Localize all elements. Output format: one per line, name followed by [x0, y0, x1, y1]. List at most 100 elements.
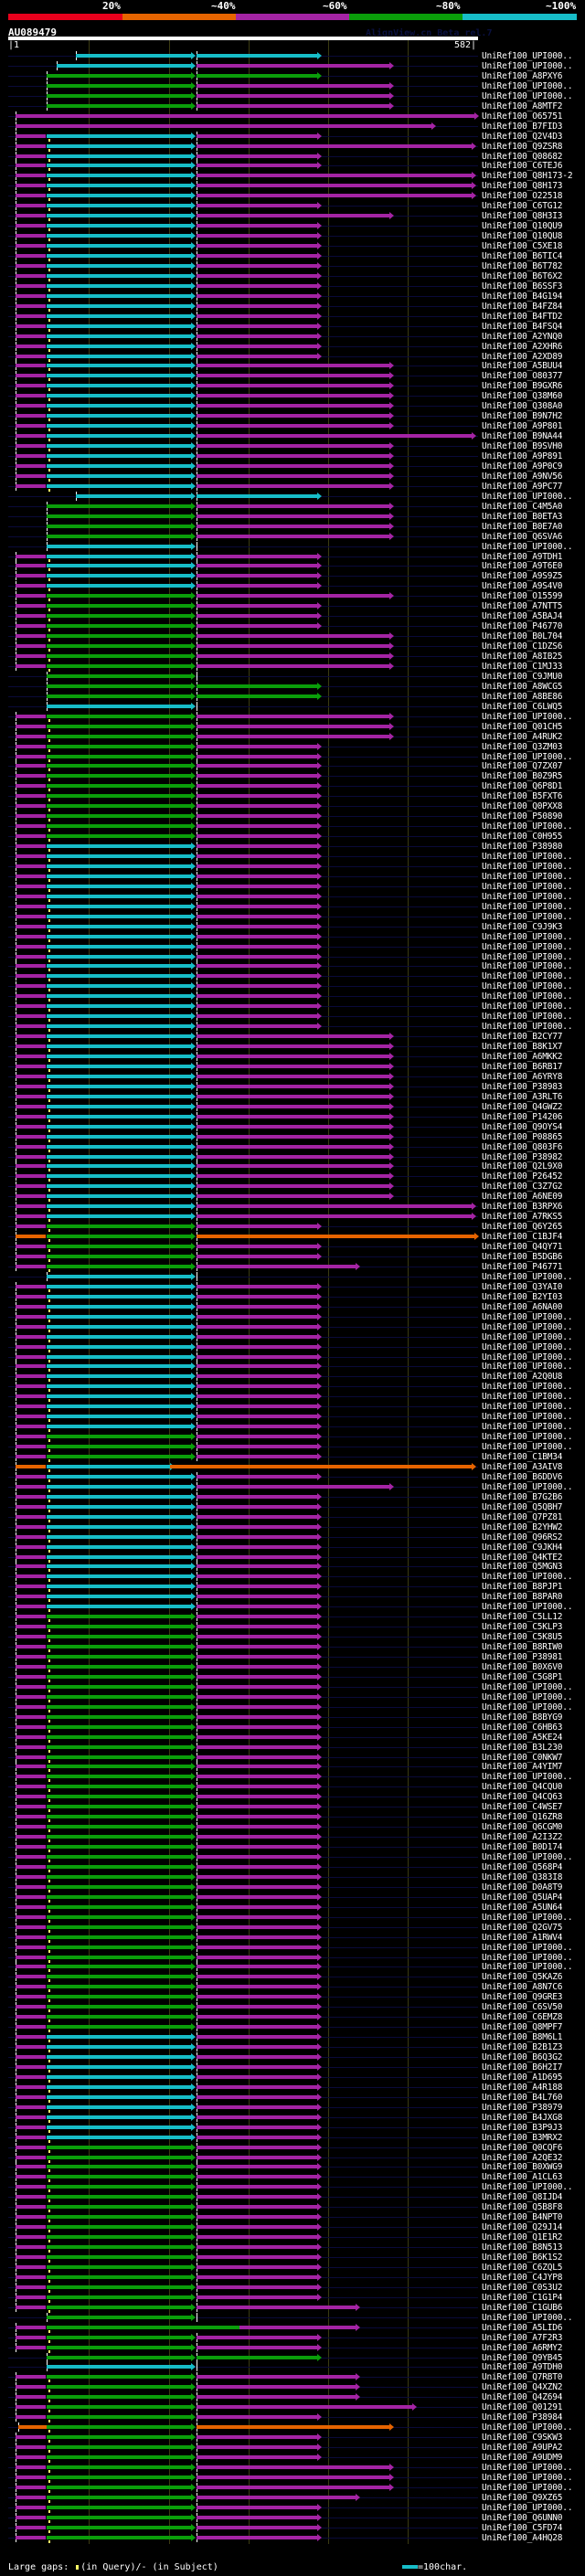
- alignment-row[interactable]: UniRef100_Q5QBH7: [0, 1501, 585, 1512]
- hsp-segment-cyan[interactable]: [46, 154, 191, 158]
- hsp-segment-green[interactable]: [46, 754, 191, 758]
- row-label[interactable]: UniRef100_UPI000..: [482, 901, 573, 912]
- hsp-segment-purple[interactable]: [196, 1204, 472, 1209]
- hsp-segment-green[interactable]: [196, 694, 318, 698]
- alignment-row[interactable]: UniRef100_A3RLT6: [0, 1091, 585, 1102]
- hsp-segment-cyan[interactable]: [46, 574, 191, 578]
- hsp-segment-purple[interactable]: [15, 1494, 47, 1499]
- alignment-row[interactable]: UniRef100_B8M6L1: [0, 2032, 585, 2043]
- hsp-segment-green[interactable]: [46, 2465, 191, 2469]
- hsp-segment-purple[interactable]: [15, 894, 47, 898]
- hsp-segment-purple[interactable]: [196, 2165, 318, 2169]
- row-label[interactable]: UniRef100_B3RPX6: [482, 1202, 563, 1213]
- alignment-row[interactable]: UniRef100_A9TDH1: [0, 551, 585, 562]
- hsp-segment-purple[interactable]: [196, 2005, 318, 2009]
- hsp-segment-green[interactable]: [46, 1924, 191, 1929]
- row-label[interactable]: UniRef100_P26452: [482, 1171, 563, 1182]
- hsp-segment-purple[interactable]: [15, 2074, 47, 2079]
- hsp-segment-purple[interactable]: [15, 574, 47, 578]
- hsp-segment-green[interactable]: [46, 1845, 191, 1850]
- row-label[interactable]: UniRef100_C6TG12: [482, 201, 563, 212]
- alignment-row[interactable]: UniRef100_C6HB63: [0, 1722, 585, 1733]
- row-label[interactable]: UniRef100_UPI000..: [482, 1701, 573, 1712]
- row-label[interactable]: UniRef100_UPI000..: [482, 1362, 573, 1373]
- hsp-segment-cyan[interactable]: [46, 1314, 191, 1319]
- row-label[interactable]: UniRef100_C9JMU0: [482, 671, 563, 682]
- hsp-segment-purple[interactable]: [15, 2145, 47, 2149]
- hsp-segment-purple[interactable]: [15, 1174, 47, 1179]
- alignment-row[interactable]: UniRef100_A9TDH0: [0, 2362, 585, 2372]
- hsp-segment-green[interactable]: [46, 1754, 191, 1759]
- row-label[interactable]: UniRef100_P38981: [482, 1652, 563, 1662]
- hsp-segment-purple[interactable]: [196, 944, 318, 949]
- hsp-segment-purple[interactable]: [15, 2094, 47, 2099]
- hsp-segment-purple[interactable]: [15, 2084, 47, 2089]
- hsp-segment-purple[interactable]: [15, 1534, 47, 1539]
- hsp-segment-purple[interactable]: [196, 1825, 318, 1829]
- hsp-segment-cyan[interactable]: [46, 1554, 191, 1559]
- row-label[interactable]: UniRef100_A1CL63: [482, 2172, 563, 2183]
- hsp-segment-purple[interactable]: [15, 1044, 47, 1049]
- row-label[interactable]: UniRef100_Q2GV75: [482, 1922, 563, 1933]
- hsp-segment-green[interactable]: [46, 2405, 191, 2410]
- hsp-segment-purple[interactable]: [196, 2035, 318, 2040]
- hsp-segment-green[interactable]: [46, 1694, 191, 1699]
- hsp-segment-green[interactable]: [46, 2155, 191, 2159]
- hsp-segment-purple[interactable]: [196, 2264, 318, 2269]
- hsp-segment-green[interactable]: [46, 2215, 191, 2220]
- row-label[interactable]: UniRef100_B6H2I7: [482, 2062, 563, 2072]
- hsp-segment-purple[interactable]: [196, 1595, 318, 1599]
- alignment-row[interactable]: UniRef100_C9J9K3: [0, 921, 585, 932]
- hsp-segment-cyan[interactable]: [46, 1304, 191, 1309]
- hsp-segment-purple[interactable]: [196, 1574, 318, 1579]
- hsp-segment-purple[interactable]: [196, 904, 318, 908]
- hsp-segment-purple[interactable]: [15, 1945, 47, 1949]
- alignment-row[interactable]: UniRef100_Q8H173: [0, 181, 585, 192]
- row-label[interactable]: UniRef100_UPI000..: [482, 1012, 573, 1023]
- hsp-segment-green[interactable]: [46, 2225, 191, 2230]
- row-label[interactable]: UniRef100_UPI000..: [482, 1432, 573, 1443]
- alignment-row[interactable]: UniRef100_Q8H3I3: [0, 211, 585, 222]
- hsp-segment-purple[interactable]: [15, 463, 47, 468]
- hsp-segment-purple[interactable]: [196, 814, 318, 819]
- hsp-segment-green[interactable]: [46, 504, 191, 508]
- hsp-segment-green[interactable]: [46, 834, 191, 839]
- alignment-row[interactable]: UniRef100_Q7ZX07: [0, 761, 585, 772]
- hsp-segment-purple[interactable]: [196, 1304, 318, 1309]
- alignment-row[interactable]: UniRef100_Q4CQU0: [0, 1782, 585, 1793]
- row-label[interactable]: UniRef100_A4HQ28: [482, 2532, 563, 2543]
- alignment-row[interactable]: UniRef100_A9P801: [0, 421, 585, 432]
- hsp-segment-green[interactable]: [46, 2395, 191, 2400]
- row-label[interactable]: UniRef100_B4NPT0: [482, 2212, 563, 2223]
- hsp-segment-purple[interactable]: [196, 1605, 318, 1609]
- hsp-segment-purple[interactable]: [15, 784, 47, 789]
- row-label[interactable]: UniRef100_UPI000..: [482, 981, 573, 992]
- alignment-row[interactable]: UniRef100_Q4CQ63: [0, 1792, 585, 1803]
- alignment-row[interactable]: UniRef100_A7RKS5: [0, 1212, 585, 1223]
- hsp-segment-purple[interactable]: [15, 1034, 47, 1039]
- alignment-row[interactable]: UniRef100_C6LWQ5: [0, 701, 585, 712]
- row-label[interactable]: UniRef100_C9SKW3: [482, 2433, 563, 2443]
- hsp-segment-purple[interactable]: [15, 174, 47, 178]
- hsp-segment-green[interactable]: [196, 73, 318, 78]
- alignment-row[interactable]: UniRef100_Q01291: [0, 2402, 585, 2413]
- hsp-segment-purple[interactable]: [196, 1785, 318, 1789]
- hsp-segment-green[interactable]: [46, 614, 191, 619]
- alignment-row[interactable]: UniRef100_Q3YAI0: [0, 1281, 585, 1292]
- hsp-segment-purple[interactable]: [196, 1554, 318, 1559]
- hsp-segment-purple[interactable]: [196, 584, 318, 588]
- row-label[interactable]: UniRef100_A9TDH0: [482, 2362, 563, 2373]
- hsp-segment-purple[interactable]: [15, 254, 47, 258]
- hsp-segment-purple[interactable]: [196, 1524, 318, 1529]
- row-label[interactable]: UniRef100_B0Z9R5: [482, 771, 563, 782]
- hsp-segment-purple[interactable]: [15, 394, 47, 398]
- row-label[interactable]: UniRef100_B6Q3G2: [482, 2052, 563, 2062]
- hsp-segment-purple[interactable]: [15, 1615, 47, 1619]
- alignment-row[interactable]: UniRef100_UPI000..: [0, 1382, 585, 1393]
- hsp-segment-purple[interactable]: [15, 1914, 47, 1919]
- hsp-segment-purple[interactable]: [15, 1524, 47, 1529]
- row-label[interactable]: UniRef100_B7G2B6: [482, 1491, 563, 1502]
- row-label[interactable]: UniRef100_A2YNQ0: [482, 331, 563, 342]
- hsp-segment-cyan[interactable]: [46, 1354, 191, 1359]
- hsp-segment-purple[interactable]: [196, 414, 389, 419]
